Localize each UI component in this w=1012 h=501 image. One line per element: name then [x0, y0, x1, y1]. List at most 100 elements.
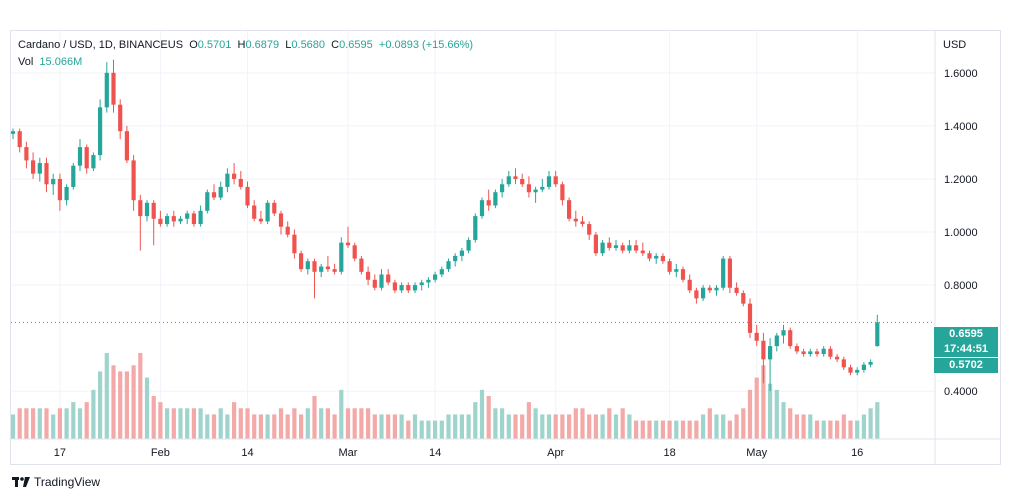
candle-down [828, 348, 833, 357]
tradingview-logo-icon [12, 477, 30, 487]
volume-bar [473, 402, 478, 439]
candle-up [11, 131, 16, 134]
volume-bar [252, 414, 257, 439]
candle-up [218, 186, 223, 198]
candlestick-chart[interactable]: USD 1.6000 1.4000 1.2000 1.0000 0.8000 0.4000 1… [11, 31, 1000, 464]
candle-up [781, 330, 786, 336]
volume-bar [600, 414, 605, 439]
candle-up [540, 186, 545, 190]
volume-bar [218, 408, 223, 439]
candle-down [406, 285, 411, 291]
candle-up [627, 245, 632, 251]
candle-up [868, 362, 873, 365]
low-label: L [285, 39, 292, 51]
volume-bar [714, 414, 719, 439]
volume-bar [741, 408, 746, 439]
volume-bar [660, 420, 665, 439]
volume-bar [258, 414, 263, 439]
volume-bar [158, 402, 163, 439]
volume-bar [734, 414, 739, 439]
symbol-title[interactable]: Cardano / USD, 1D, BINANCEUS [18, 39, 184, 51]
volume-bar [546, 414, 552, 439]
volume-bar [828, 420, 833, 439]
volume-bar [185, 408, 190, 439]
volume-bar [848, 420, 853, 439]
candle-down [299, 253, 304, 270]
candle-down [386, 274, 391, 283]
x-tick-label: 17 [54, 447, 66, 459]
volume-bar [640, 420, 645, 439]
candle-up [821, 348, 826, 355]
volume-bar [768, 383, 773, 439]
candle-down [727, 258, 732, 288]
volume-bar [319, 408, 324, 439]
candle-down [211, 192, 217, 198]
volume-bar [540, 414, 545, 439]
volume-bar [754, 377, 759, 439]
volume-bar [104, 353, 109, 439]
candle-down [372, 279, 377, 288]
volume-bar [366, 408, 371, 439]
volume-bar [419, 420, 424, 439]
candle-down [788, 330, 793, 347]
volume-bar [71, 402, 76, 439]
candle-down [520, 178, 525, 185]
close-value: 0.6595 [339, 39, 373, 51]
volume-bar [191, 408, 196, 439]
candle-down [707, 287, 712, 291]
volume-bar [694, 420, 699, 439]
volume-bar [855, 420, 860, 439]
candle-down [232, 173, 237, 179]
candle-up [546, 176, 552, 187]
volume-bar [493, 408, 498, 439]
candle-up [165, 216, 170, 225]
candle-down [278, 213, 284, 227]
candle-up [875, 322, 880, 347]
volume-bar [506, 414, 511, 439]
volume-bar [687, 420, 692, 439]
candle-up [500, 184, 505, 193]
volume-bar [701, 414, 706, 439]
tradingview-brand[interactable]: TradingView [12, 475, 100, 489]
volume-bar [305, 408, 310, 439]
candle-up [768, 346, 773, 360]
candle-down [667, 261, 672, 272]
volume-bar [607, 408, 612, 439]
candle-up [71, 165, 76, 187]
candle-up [446, 261, 451, 270]
volume-bar [272, 414, 277, 439]
candle-up [674, 269, 679, 272]
volume-bar [520, 414, 525, 439]
volume-bar [674, 420, 679, 439]
candle-up [305, 261, 310, 270]
change-value: +0.0893 (+15.66%) [378, 39, 474, 51]
candle-down [640, 250, 645, 254]
volume-bar [513, 414, 518, 439]
volume-bar [205, 414, 210, 439]
y-tick-label: 1.2000 [944, 174, 978, 186]
candle-up [808, 351, 813, 355]
volume-bar [620, 408, 625, 439]
volume-bar [31, 408, 36, 439]
volume-value: 15.066M [39, 56, 83, 68]
volume-bar [232, 402, 237, 439]
candle-up [77, 147, 83, 166]
volume-bar [727, 420, 732, 439]
volume-bar [814, 420, 820, 439]
volume-bar [459, 414, 464, 439]
candle-up [433, 274, 438, 280]
volume-bar [774, 389, 779, 439]
candle-up [861, 364, 866, 370]
candle-down [660, 255, 665, 262]
volume-bar [339, 389, 344, 439]
candle-down [593, 234, 598, 254]
candle-down [332, 269, 337, 272]
candle-up [379, 274, 384, 288]
candle-down [238, 178, 243, 187]
x-tick-label: May [746, 447, 767, 459]
volume-bar [593, 414, 598, 439]
candle-up [319, 266, 324, 272]
x-tick-label: Feb [151, 447, 170, 459]
y-tick-label: 1.6000 [944, 68, 978, 80]
candle-down [272, 202, 277, 214]
